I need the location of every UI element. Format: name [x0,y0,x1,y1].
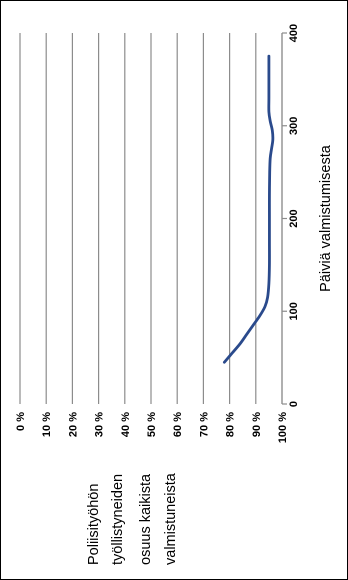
x-tick-label: 300 [288,117,300,135]
y-tick-label: 100 % [277,412,289,443]
series [222,54,275,364]
tick-labels: 0 % 10 % 20 % 30 % 40 % 50 % 60 % 70 % 80 % 90 % 1… [15,24,300,443]
x-tick-label: 400 [288,24,300,42]
gridlines [19,32,287,405]
y-tick-label: 60 % [172,412,184,437]
y-tick-label: 90 % [251,412,263,437]
y-tick-label: 40 % [120,412,132,437]
y-axis-title-line: osuus kaikista [138,473,154,565]
y-tick-label: 0 % [15,412,27,431]
y-axis-title-line: työllistyneiden [110,474,126,565]
x-axis-title: Päiviä valmistumisesta [318,144,334,292]
x-tick-label: 200 [288,209,300,227]
y-tick-label: 30 % [94,412,106,437]
axis-titles: Päiviä valmistumisesta Poliisityöhön työll… [86,144,334,565]
y-axis-title-line: valmistuneista [163,472,179,565]
y-tick-label: 70 % [198,412,210,437]
y-tick-label: 50 % [146,412,158,437]
x-tick-label: 0 [288,401,300,407]
y-tick-label: 10 % [41,412,53,437]
series-line-0 [222,54,275,364]
x-tick-label: 100 [288,302,300,320]
y-axis-title-line: Poliisityöhön [86,484,102,565]
y-tick-label: 20 % [67,412,79,437]
y-tick-label: 80 % [225,412,237,437]
